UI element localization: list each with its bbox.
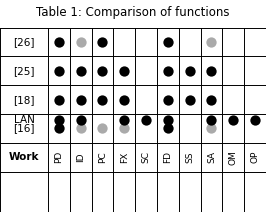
Point [122, 98, 126, 101]
Point [231, 118, 235, 121]
Text: [25]: [25] [13, 66, 35, 76]
Point [166, 69, 170, 73]
Text: LAN: LAN [14, 115, 34, 125]
Text: [26]: [26] [13, 37, 35, 47]
Point [122, 118, 126, 121]
Point [122, 127, 126, 130]
Point [209, 118, 214, 121]
Point [78, 98, 83, 101]
Point [209, 40, 214, 44]
Point [57, 98, 61, 101]
Point [166, 118, 170, 121]
Text: OM: OM [229, 150, 238, 165]
Point [253, 118, 257, 121]
Point [209, 98, 214, 101]
Text: OP: OP [251, 151, 260, 163]
Point [78, 118, 83, 121]
Point [188, 98, 192, 101]
Point [78, 40, 83, 44]
Point [57, 127, 61, 130]
Point [100, 98, 105, 101]
Point [209, 127, 214, 130]
Point [209, 69, 214, 73]
Text: [18]: [18] [13, 95, 35, 105]
Text: SA: SA [207, 151, 216, 163]
Text: FD: FD [163, 151, 172, 163]
Text: PC: PC [98, 151, 107, 163]
Point [57, 69, 61, 73]
Text: Work: Work [9, 152, 39, 162]
Point [166, 127, 170, 130]
Text: SS: SS [185, 152, 194, 163]
Text: ID: ID [76, 152, 85, 162]
Text: FX: FX [120, 152, 129, 163]
Text: Table 1: Comparison of functions: Table 1: Comparison of functions [36, 6, 230, 19]
Point [122, 69, 126, 73]
Point [78, 69, 83, 73]
Point [57, 40, 61, 44]
Text: [16]: [16] [13, 123, 35, 133]
Text: SC: SC [142, 151, 151, 163]
Point [188, 69, 192, 73]
Point [100, 127, 105, 130]
Point [144, 118, 148, 121]
Point [57, 118, 61, 121]
Point [100, 69, 105, 73]
Point [166, 40, 170, 44]
Text: PD: PD [54, 151, 63, 163]
Point [100, 40, 105, 44]
Point [166, 98, 170, 101]
Point [78, 127, 83, 130]
